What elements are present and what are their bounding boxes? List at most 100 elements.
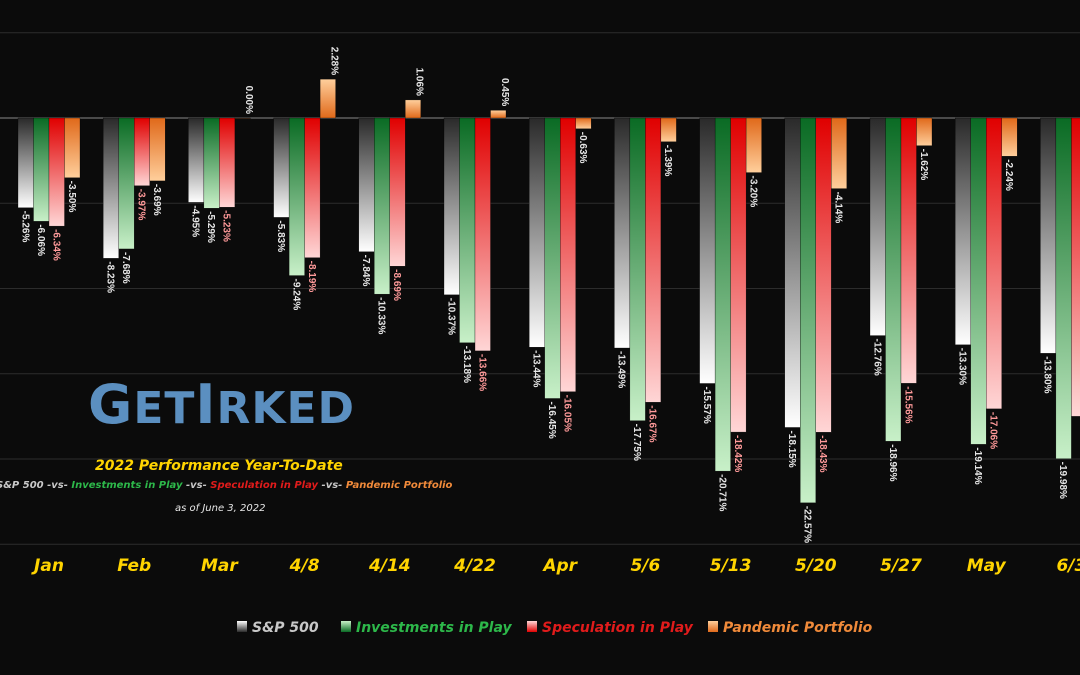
- value-label: -3.69%: [151, 184, 162, 216]
- bar-speculation-in-play-0: [48, 117, 65, 227]
- value-label: -16.45%: [546, 401, 557, 438]
- value-label: -20.71%: [716, 474, 727, 511]
- bar-investments-in-play-1: [118, 117, 135, 250]
- bar-speculation-in-play-7: [645, 117, 662, 403]
- bars: [17, 78, 1080, 503]
- bar-s-p-500-9: [784, 117, 801, 428]
- legend-swatch: [527, 621, 537, 632]
- bar-investments-in-play-4: [374, 117, 390, 295]
- bar-investments-in-play-12: [1055, 117, 1072, 459]
- bar-s-p-500-1: [103, 117, 119, 259]
- bar-s-p-500-7: [614, 117, 631, 349]
- value-label: -13.49%: [616, 351, 627, 388]
- value-label: -5.23%: [221, 210, 232, 242]
- category-labels: Jan Feb Mar 4/8 4/14 4/22 Apr 5/6 5/13 5/20 5/27 Ma…: [31, 556, 1080, 576]
- bar-s-p-500-5: [443, 117, 460, 295]
- value-label: -0.63%: [577, 132, 588, 164]
- bar-investments-in-play-0: [33, 117, 50, 222]
- category-label: 4/8: [289, 556, 320, 576]
- value-label: 0.45%: [499, 78, 510, 106]
- value-label: -1.62%: [918, 149, 929, 181]
- value-label: -3.50%: [66, 181, 77, 213]
- value-label: -13.30%: [956, 348, 967, 385]
- subtitle-pandemic: Pandemic Portfolio: [345, 480, 453, 491]
- bar-speculation-in-play-4: [389, 117, 406, 267]
- bar-pandemic-portfolio-8: [745, 117, 762, 173]
- value-label: -8.19%: [306, 261, 317, 293]
- value-label: -13.80%: [1042, 356, 1053, 393]
- bar-speculation-in-play-3: [304, 117, 321, 258]
- category-label: 4/22: [453, 556, 496, 576]
- bar-s-p-500-12: [1040, 117, 1057, 354]
- category-label: 5/13: [710, 556, 752, 576]
- value-label: -15.56%: [902, 386, 913, 423]
- value-label: -15.57%: [701, 386, 712, 423]
- category-label: 4/14: [368, 556, 411, 576]
- bar-pandemic-portfolio-2: [234, 117, 251, 119]
- legend-swatch: [708, 621, 718, 632]
- legend-label: S&P 500: [252, 620, 319, 636]
- value-label: -13.66%: [476, 354, 487, 391]
- value-label: -13.44%: [530, 350, 541, 387]
- bar-investments-in-play-8: [714, 117, 731, 472]
- subtitle-investments: Investments in Play: [71, 480, 183, 491]
- value-label: -18.43%: [817, 435, 828, 472]
- value-label: -16.05%: [561, 395, 572, 432]
- getirked-logo: GETIRKED: [88, 378, 355, 432]
- bar-s-p-500-8: [699, 117, 716, 384]
- value-label: -8.69%: [391, 269, 402, 301]
- bar-speculation-in-play-1: [134, 117, 150, 186]
- value-label: -17.06%: [987, 412, 998, 449]
- bar-pandemic-portfolio-6: [575, 117, 592, 129]
- bar-pandemic-portfolio-0: [64, 117, 81, 178]
- subtitle-sp500: S&P 500: [0, 480, 44, 491]
- bar-pandemic-portfolio-7: [660, 117, 677, 142]
- subtitle-vs-3: -vs-: [321, 480, 343, 491]
- bar-speculation-in-play-12: [1071, 117, 1080, 417]
- value-label: -17.75%: [631, 424, 642, 461]
- subtitle-vs-1: -vs-: [47, 480, 68, 491]
- value-label: -5.26%: [19, 211, 30, 243]
- value-label: -18.15%: [786, 430, 797, 467]
- bar-investments-in-play-3: [288, 117, 305, 276]
- category-label: 6/3: [1056, 556, 1080, 576]
- category-label: Apr: [541, 556, 578, 576]
- bar-s-p-500-3: [273, 117, 290, 218]
- value-label: -13.18%: [461, 346, 472, 383]
- value-label: -22.57%: [802, 506, 813, 543]
- legend-label: Investments in Play: [356, 620, 512, 636]
- bar-speculation-in-play-5: [474, 117, 491, 352]
- bar-speculation-in-play-11: [986, 117, 1002, 410]
- value-label: -3.20%: [747, 176, 758, 208]
- value-label: -5.83%: [275, 220, 286, 252]
- bar-investments-in-play-7: [629, 117, 646, 421]
- legend-label: Pandemic Portfolio: [723, 620, 873, 636]
- bar-s-p-500-6: [529, 117, 545, 348]
- bar-investments-in-play-2: [203, 117, 220, 209]
- category-label: May: [967, 556, 1007, 576]
- value-label: -6.34%: [50, 229, 61, 261]
- legend-swatch: [237, 621, 247, 632]
- bar-pandemic-portfolio-1: [149, 117, 166, 182]
- bar-pandemic-portfolio-11: [1001, 117, 1018, 157]
- legend: S&P 500 Investments in Play Speculation in…: [237, 620, 873, 636]
- bar-pandemic-portfolio-3: [319, 78, 336, 119]
- bar-investments-in-play-11: [970, 117, 987, 445]
- category-label: 5/27: [880, 556, 922, 576]
- category-label: Feb: [117, 556, 151, 576]
- bar-pandemic-portfolio-5: [490, 110, 507, 119]
- chart-title: 2022 Performance Year-To-Date: [95, 458, 343, 474]
- value-label: -7.68%: [120, 252, 131, 284]
- subtitle-speculation: Speculation in Play: [210, 480, 319, 491]
- category-label: Jan: [31, 556, 64, 576]
- category-label: Mar: [201, 556, 239, 576]
- value-label: -18.96%: [887, 444, 898, 481]
- value-label: -19.14%: [972, 447, 983, 484]
- value-label: -4.14%: [833, 192, 844, 224]
- bar-speculation-in-play-6: [560, 117, 576, 392]
- value-label: -18.42%: [732, 435, 743, 472]
- bar-speculation-in-play-2: [219, 117, 236, 208]
- bar-investments-in-play-10: [885, 117, 902, 442]
